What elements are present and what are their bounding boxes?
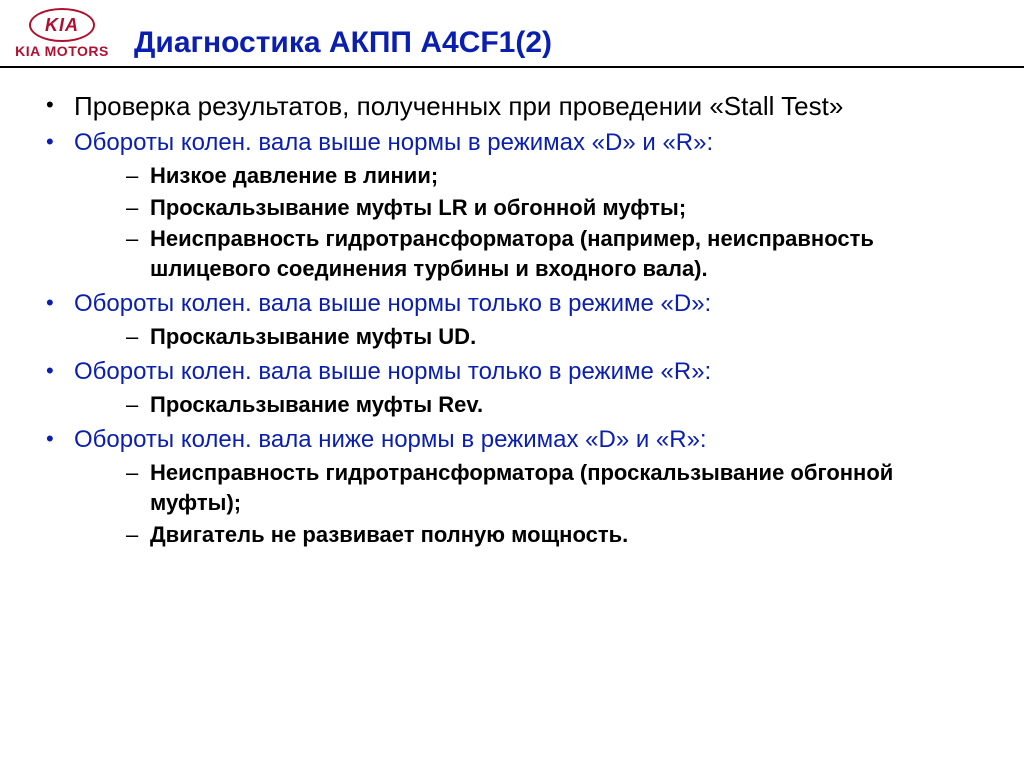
list-item: Обороты колен. вала выше нормы только в …	[16, 288, 984, 352]
list-item: Обороты колен. вала выше нормы в режимах…	[16, 127, 984, 284]
sub-list: Низкое давление в линии; Проскальзывание…	[74, 161, 984, 284]
list-item: Проверка результатов, полученных при про…	[16, 90, 984, 123]
sub-list-item: Неисправность гидротрансформатора (напри…	[74, 224, 984, 283]
brand-logo: KIA KIA MOTORS	[0, 6, 124, 59]
slide-header: KIA KIA MOTORS Диагностика АКПП A4CF1(2)	[0, 0, 1024, 68]
sub-list: Неисправность гидротрансформатора (проск…	[74, 458, 984, 549]
list-item-text: Обороты колен. вала ниже нормы в режимах…	[74, 426, 707, 453]
list-item: Обороты колен. вала выше нормы только в …	[16, 356, 984, 420]
sub-list-item: Низкое давление в линии;	[74, 161, 984, 191]
sub-list-item: Двигатель не развивает полную мощность.	[74, 520, 984, 550]
sub-list-item: Проскальзывание муфты Rev.	[74, 390, 984, 420]
bullet-list: Проверка результатов, полученных при про…	[16, 90, 984, 549]
list-item-text: Обороты колен. вала выше нормы только в …	[74, 358, 711, 385]
sub-list: Проскальзывание муфты UD.	[74, 322, 984, 352]
logo-subtext: KIA MOTORS	[0, 43, 124, 59]
sub-list-item: Проскальзывание муфты LR и обгонной муфт…	[74, 193, 984, 223]
list-item-text: Проверка результатов, полученных при про…	[74, 91, 843, 121]
slide-title: Диагностика АКПП A4CF1(2)	[124, 6, 552, 60]
list-item: Обороты колен. вала ниже нормы в режимах…	[16, 424, 984, 549]
kia-logo-icon: KIA	[29, 8, 95, 42]
sub-list-item: Неисправность гидротрансформатора (проск…	[74, 458, 984, 517]
slide-content: Проверка результатов, полученных при про…	[0, 68, 1024, 549]
list-item-text: Обороты колен. вала выше нормы только в …	[74, 290, 711, 317]
logo-oval-text: KIA	[45, 15, 79, 36]
sub-list: Проскальзывание муфты Rev.	[74, 390, 984, 420]
sub-list-item: Проскальзывание муфты UD.	[74, 322, 984, 352]
list-item-text: Обороты колен. вала выше нормы в режимах…	[74, 129, 713, 156]
